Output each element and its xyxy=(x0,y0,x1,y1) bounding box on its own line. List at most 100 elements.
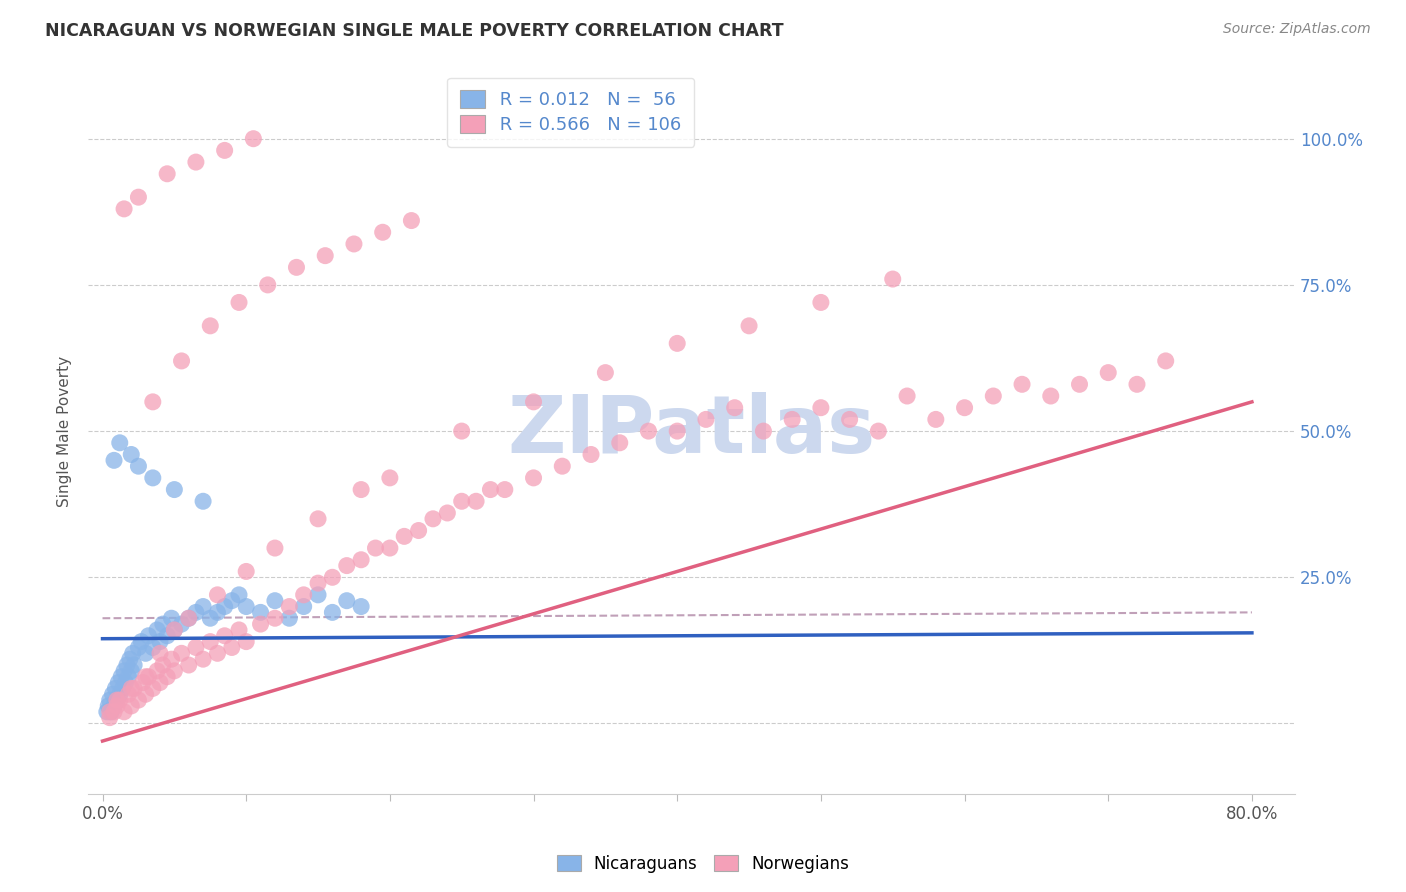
Point xyxy=(321,570,343,584)
Point xyxy=(595,366,617,380)
Point xyxy=(450,424,472,438)
Point xyxy=(343,236,366,251)
Point xyxy=(108,435,131,450)
Point xyxy=(115,658,138,673)
Point xyxy=(1126,377,1149,392)
Point xyxy=(292,588,315,602)
Point xyxy=(522,471,544,485)
Point xyxy=(738,318,761,333)
Point xyxy=(160,611,183,625)
Point xyxy=(156,629,179,643)
Point xyxy=(152,658,174,673)
Point xyxy=(981,389,1004,403)
Point xyxy=(105,693,128,707)
Point xyxy=(242,131,264,145)
Point xyxy=(207,606,229,620)
Point xyxy=(1039,389,1062,403)
Point xyxy=(122,658,145,673)
Point xyxy=(184,640,207,655)
Point xyxy=(256,277,278,292)
Point xyxy=(408,524,430,538)
Point xyxy=(207,588,229,602)
Point xyxy=(401,213,423,227)
Point xyxy=(127,459,149,474)
Point xyxy=(131,634,153,648)
Point xyxy=(156,670,179,684)
Point xyxy=(127,693,149,707)
Point xyxy=(163,483,186,497)
Point xyxy=(235,599,257,614)
Text: NICARAGUAN VS NORWEGIAN SINGLE MALE POVERTY CORRELATION CHART: NICARAGUAN VS NORWEGIAN SINGLE MALE POVE… xyxy=(45,22,783,40)
Point xyxy=(336,558,359,573)
Point xyxy=(465,494,488,508)
Point xyxy=(249,606,271,620)
Point xyxy=(146,623,169,637)
Point xyxy=(695,412,717,426)
Point xyxy=(163,623,186,637)
Point xyxy=(160,652,183,666)
Point xyxy=(752,424,775,438)
Point xyxy=(149,646,172,660)
Point xyxy=(278,599,301,614)
Point xyxy=(142,471,165,485)
Point xyxy=(97,698,120,713)
Point xyxy=(321,606,343,620)
Point xyxy=(264,541,287,555)
Point xyxy=(780,412,803,426)
Point xyxy=(579,448,602,462)
Point xyxy=(235,634,257,648)
Point xyxy=(135,687,157,701)
Point xyxy=(127,640,149,655)
Point xyxy=(105,693,128,707)
Point xyxy=(264,611,287,625)
Point xyxy=(214,599,236,614)
Point xyxy=(200,634,222,648)
Point xyxy=(200,318,222,333)
Point xyxy=(177,658,200,673)
Point xyxy=(200,611,222,625)
Point xyxy=(666,336,689,351)
Point xyxy=(98,693,121,707)
Point xyxy=(111,681,134,696)
Point xyxy=(184,155,207,169)
Point xyxy=(177,611,200,625)
Point xyxy=(350,553,373,567)
Legend:  R = 0.012   N =  56,  R = 0.566   N = 106: R = 0.012 N = 56, R = 0.566 N = 106 xyxy=(447,78,695,147)
Point xyxy=(156,167,179,181)
Point xyxy=(117,670,139,684)
Point xyxy=(479,483,502,497)
Point xyxy=(228,295,250,310)
Point xyxy=(98,711,121,725)
Point xyxy=(163,664,186,678)
Point xyxy=(350,483,373,497)
Point xyxy=(838,412,860,426)
Point xyxy=(422,512,444,526)
Point xyxy=(120,681,142,696)
Point xyxy=(1097,366,1119,380)
Point xyxy=(103,453,125,467)
Point xyxy=(228,623,250,637)
Point xyxy=(371,225,394,239)
Point xyxy=(378,541,401,555)
Point xyxy=(177,611,200,625)
Point xyxy=(868,424,890,438)
Point xyxy=(112,705,135,719)
Point xyxy=(896,389,918,403)
Point xyxy=(146,664,169,678)
Point xyxy=(810,401,832,415)
Y-axis label: Single Male Poverty: Single Male Poverty xyxy=(58,356,72,507)
Point xyxy=(135,646,157,660)
Point xyxy=(637,424,659,438)
Point xyxy=(117,687,139,701)
Point xyxy=(1069,377,1091,392)
Point xyxy=(191,494,214,508)
Point xyxy=(221,640,243,655)
Point xyxy=(105,698,128,713)
Point xyxy=(724,401,747,415)
Point xyxy=(110,670,132,684)
Point xyxy=(170,646,193,660)
Point xyxy=(170,617,193,632)
Point xyxy=(522,395,544,409)
Point xyxy=(336,593,359,607)
Point xyxy=(494,483,516,497)
